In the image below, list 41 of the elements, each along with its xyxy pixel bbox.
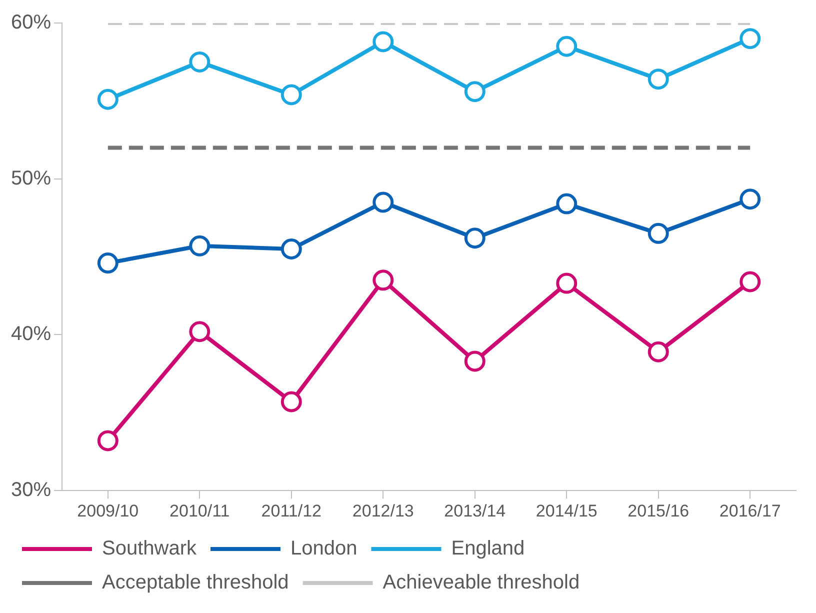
point (648, 222, 669, 244)
y-tick-label: 40% (11, 323, 52, 346)
point (464, 81, 486, 102)
point (97, 88, 118, 110)
x-tick-label: 2011/12 (261, 501, 322, 520)
x-tick-label: 2015/16 (628, 501, 690, 520)
legend-label: Achieveable threshold (382, 572, 580, 594)
point (189, 321, 210, 342)
y-tick-label: 60% (11, 12, 52, 34)
point (97, 430, 118, 452)
point (189, 235, 210, 256)
legend-label: London (290, 538, 358, 560)
x-tick-label: 2013/14 (444, 501, 506, 520)
point (556, 272, 578, 294)
x-tick-label: 2010/11 (170, 501, 230, 520)
legend-label: Acceptable threshold (102, 572, 289, 594)
point (280, 84, 302, 106)
point (740, 188, 761, 210)
legend-label: Southwark (102, 538, 198, 560)
point (556, 193, 578, 214)
point (372, 192, 394, 213)
point (648, 68, 669, 90)
point (280, 391, 302, 412)
x-tick-label: 2016/17 (719, 501, 781, 520)
x-tick-label: 2012/13 (352, 501, 414, 520)
point (464, 350, 486, 372)
point (556, 36, 578, 57)
point (372, 31, 394, 52)
point (97, 252, 118, 274)
point (189, 51, 210, 72)
point (280, 238, 302, 260)
x-tick-label: 2009/10 (77, 501, 139, 520)
point (372, 270, 394, 291)
point (740, 28, 761, 50)
legend-label: England (451, 538, 525, 560)
y-tick-label: 50% (11, 167, 52, 190)
point (464, 228, 486, 249)
x-tick-label: 2014/15 (536, 501, 598, 520)
point (740, 271, 761, 292)
y-tick-label: 30% (11, 479, 52, 502)
point (648, 341, 669, 362)
